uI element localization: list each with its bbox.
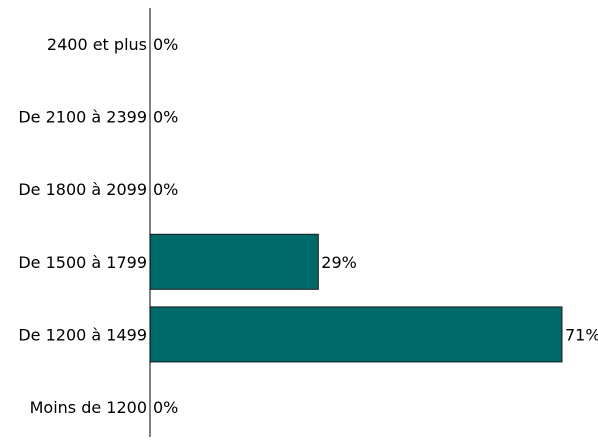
- bar: [149, 233, 319, 290]
- labels-layer: 2400 et plus 0% De 2100 à 2399 0% De 1800 à …: [18, 35, 598, 417]
- category-label: 2400 et plus: [47, 35, 147, 54]
- value-label: 71%: [565, 325, 598, 344]
- category-label: De 1500 à 1799: [18, 253, 147, 272]
- category-label: Moins de 1200: [30, 398, 147, 417]
- value-label: 29%: [321, 253, 357, 272]
- bar: [149, 306, 563, 363]
- bars-layer: [149, 233, 563, 363]
- value-label: 0%: [153, 180, 178, 199]
- value-label: 0%: [153, 398, 178, 417]
- value-label: 0%: [153, 35, 178, 54]
- category-label: De 1800 à 2099: [18, 180, 147, 199]
- category-label: De 1200 à 1499: [18, 325, 147, 344]
- category-label: De 2100 à 2399: [18, 108, 147, 127]
- value-label: 0%: [153, 108, 178, 127]
